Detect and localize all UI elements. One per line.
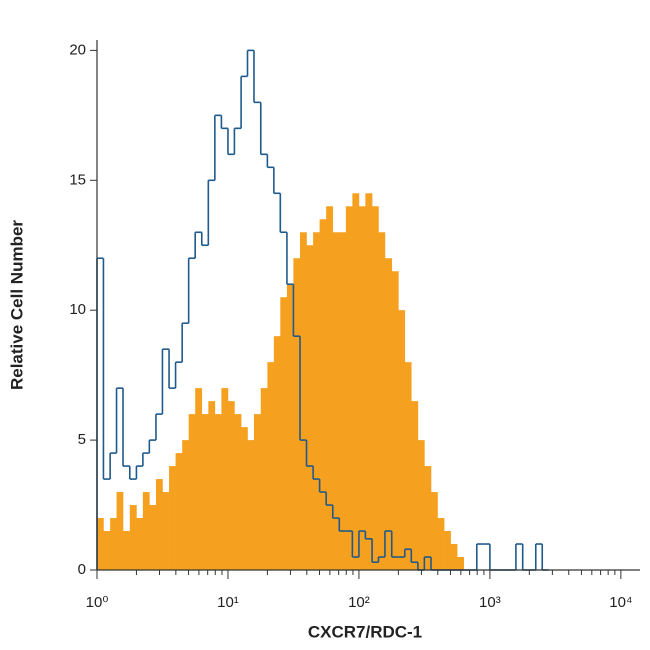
y-tick-label: 5 (78, 431, 86, 448)
histogram-bar (384, 258, 393, 570)
x-tick-label: 10⁰ (86, 594, 109, 611)
histogram-bar (286, 284, 294, 570)
histogram-bar (195, 388, 203, 570)
histogram-bar (339, 232, 347, 571)
x-tick-label: 10² (348, 594, 370, 611)
histogram-bar (313, 232, 320, 571)
histogram-bar (306, 245, 314, 570)
histogram-bar (188, 414, 196, 570)
histogram-bar (103, 531, 111, 570)
histogram-bar (247, 440, 255, 570)
histogram-bar (169, 466, 176, 570)
plot-area (96, 49, 549, 571)
x-tick-label: 10³ (479, 594, 501, 611)
histogram-bar (345, 206, 353, 570)
histogram-bar (404, 362, 412, 570)
y-tick-label: 20 (69, 41, 86, 58)
histogram-bar (162, 492, 170, 570)
histogram-bar (293, 258, 301, 570)
histogram-bar (234, 414, 242, 570)
histogram-bar (398, 310, 406, 570)
histogram-bar (319, 219, 327, 570)
x-tick-label: 10¹ (217, 594, 239, 611)
histogram-bar (208, 401, 216, 570)
histogram-bar (123, 531, 131, 570)
histogram-bar (411, 401, 419, 570)
histogram-bar (444, 531, 451, 570)
histogram-bar (149, 505, 157, 570)
y-tick-label: 10 (69, 301, 86, 318)
histogram-bar (227, 401, 235, 570)
histogram-bar (260, 388, 268, 570)
histogram-bar (457, 557, 465, 570)
histogram-bar (136, 518, 144, 570)
histogram-bar (424, 466, 432, 570)
histogram-bar (110, 518, 117, 570)
histogram-bar (129, 505, 137, 570)
histogram-bar (116, 492, 124, 570)
histogram-bar (273, 336, 281, 570)
histogram-bar (267, 362, 275, 570)
histogram-bar (241, 427, 248, 570)
histogram-bar (326, 206, 334, 570)
x-tick-label: 10⁴ (609, 594, 632, 611)
histogram-bar (175, 453, 183, 570)
histogram-bar (430, 492, 438, 570)
y-axis-title: Relative Cell Number (7, 220, 26, 390)
histogram-bar (214, 414, 222, 570)
histogram-bar (352, 193, 360, 571)
x-axis-title: CXCR7/RDC-1 (308, 622, 422, 641)
histogram-bar (378, 232, 386, 571)
histogram-bar (182, 440, 189, 570)
histogram-bar (280, 297, 288, 570)
histogram-bar (332, 232, 340, 571)
y-tick-label: 15 (69, 171, 86, 188)
histogram-bar (253, 414, 262, 570)
histogram-bar (358, 206, 366, 570)
histogram-bar (155, 479, 163, 570)
y-tick-label: 0 (78, 561, 86, 578)
histogram-bar (437, 518, 445, 570)
histogram-bar (201, 414, 209, 570)
histogram-bar (391, 271, 399, 570)
histogram-bar (372, 206, 379, 570)
histogram-bar (365, 193, 373, 571)
histogram-bar (142, 492, 150, 570)
histogram-bar (417, 440, 425, 570)
histogram-bar (450, 544, 458, 570)
histogram-bar (221, 388, 229, 570)
histogram-bar (97, 518, 104, 570)
histogram-bar (300, 232, 307, 571)
